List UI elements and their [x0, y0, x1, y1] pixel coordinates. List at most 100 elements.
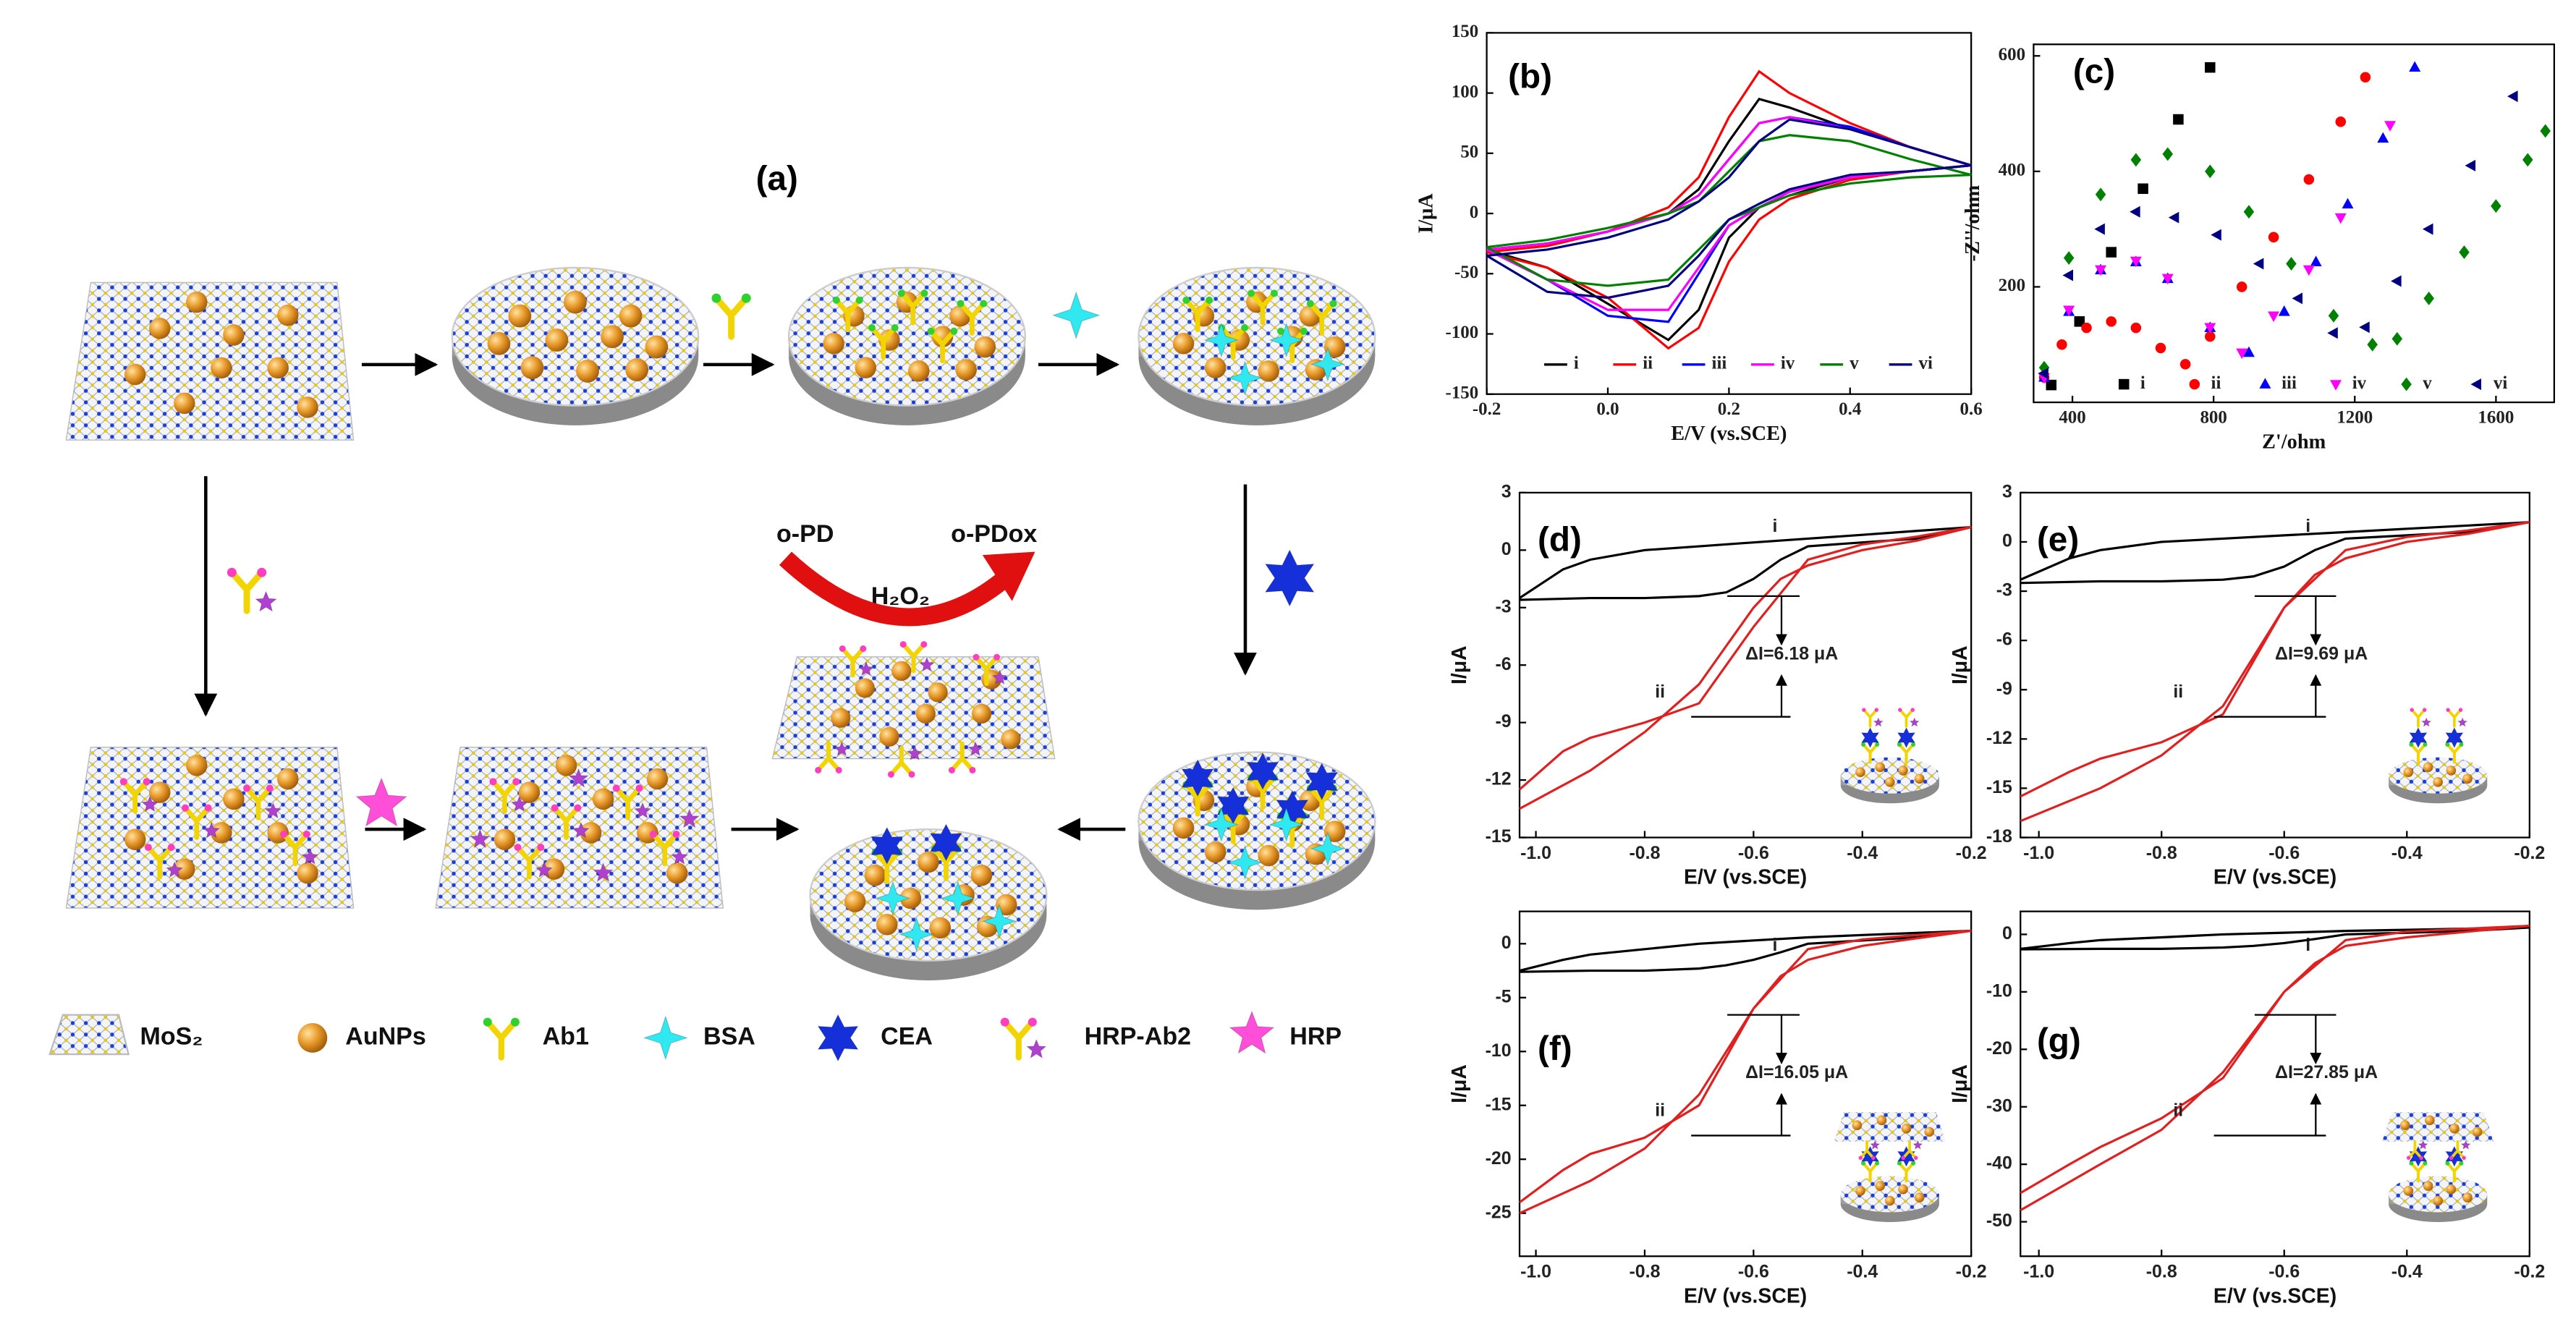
series-label: i	[2305, 935, 2310, 955]
point	[2278, 305, 2290, 316]
point	[2056, 339, 2067, 350]
point	[2507, 90, 2518, 103]
x-tick-label: -0.2	[2514, 843, 2545, 863]
x-tick-label: -0.8	[2146, 1262, 2177, 1282]
star	[1268, 322, 1305, 358]
point	[2391, 275, 2402, 287]
point	[2367, 337, 2378, 352]
y-tick-label: -40	[1986, 1153, 2012, 1174]
gold-nanoparticle	[1852, 1120, 1863, 1130]
y-tick-label: -9	[1996, 679, 2012, 699]
antibody-tip	[551, 804, 559, 812]
antibody-tip	[1300, 327, 1308, 335]
electrode-top	[787, 266, 1026, 407]
y-tick-label: 600	[1999, 45, 2025, 64]
gold-nanoparticle	[1924, 1127, 1935, 1137]
antibody-tip	[1182, 296, 1190, 304]
antibody-tip	[2409, 1161, 2414, 1166]
star	[568, 768, 590, 788]
legend: MoS₂ AuNPs Ab1 BSA CEA HRP-Ab2 HRP	[48, 1010, 1342, 1062]
star	[1229, 1010, 1275, 1054]
star	[929, 823, 963, 862]
gold-nanoparticle	[518, 781, 541, 803]
x-tick-label: 0.0	[1596, 399, 1619, 419]
antibody	[612, 784, 643, 820]
inset	[1834, 1111, 1946, 1223]
legend-label: iii	[1712, 354, 1727, 373]
mos2-sheet	[435, 746, 724, 909]
x-tick-label: 0.4	[1839, 399, 1862, 419]
antibody-tip	[612, 784, 620, 792]
legend-label: HRP-Ab2	[1085, 1022, 1191, 1050]
y-tick-label: -50	[1454, 263, 1478, 282]
x-tick-label: -0.8	[2146, 843, 2177, 863]
x-tick-label: -0.8	[1629, 843, 1660, 863]
point	[2168, 211, 2179, 224]
point	[2130, 205, 2140, 218]
star	[857, 661, 875, 677]
legend-label: BSA	[703, 1022, 755, 1050]
gold-nanoparticle	[1204, 357, 1226, 378]
antibody-tip	[1306, 300, 1314, 308]
gold-nanoparticle	[970, 864, 993, 886]
panel-label: (g)	[2037, 1022, 2081, 1060]
star	[643, 1015, 689, 1061]
gold-nanoparticle	[637, 822, 658, 844]
gold-nanoparticle	[2433, 776, 2443, 787]
antibody-tip	[711, 293, 721, 303]
series-line	[1486, 118, 1972, 300]
legend-label: AuNPs	[345, 1022, 426, 1050]
x-tick-label: -0.4	[2391, 843, 2423, 863]
y-tick-label: 0	[2002, 923, 2012, 943]
antibody-tip	[1241, 324, 1249, 332]
point	[2081, 322, 2092, 334]
point	[2342, 198, 2354, 209]
gold-nanoparticle	[1258, 844, 1279, 867]
legend-label: iv	[1781, 354, 1795, 373]
gold-nanoparticle	[1914, 773, 1925, 784]
chart: -1.0 -0.8 -0.6 -0.4 -0.2 -50 -40 -30 -20 -10 0 E/V …	[1949, 910, 2545, 1307]
antibody-tip	[1898, 708, 1902, 712]
star	[1051, 291, 1101, 340]
y-axis-label: I/μA	[1949, 645, 1972, 684]
y-tick-label: -150	[1446, 383, 1479, 402]
legend-label: v	[1850, 354, 1859, 373]
gold-nanoparticle	[891, 661, 912, 681]
y-tick-label: 150	[1452, 22, 1478, 41]
star	[633, 802, 652, 819]
gold-nanoparticle	[277, 768, 299, 790]
star	[2457, 717, 2468, 727]
antibody-tip	[1277, 327, 1285, 335]
annotation: ΔI=9.69 μA	[2275, 643, 2368, 663]
point	[2243, 205, 2255, 219]
chart: -0.2 0.0 0.2 0.4 0.6 -150 -100 -50 0 50 100 150 E/V …	[1415, 22, 1982, 445]
gold-nanoparticle	[124, 363, 146, 386]
gold-nanoparticle	[1323, 336, 1346, 358]
y-tick-label: 3	[2002, 481, 2012, 501]
antibody	[1897, 742, 1916, 764]
x-tick-label: -1.0	[1520, 843, 1551, 863]
antibody-tip	[1910, 708, 1915, 712]
star	[1860, 726, 1880, 749]
reaction-arrow-head	[982, 551, 1035, 601]
gold-nanoparticle	[267, 822, 289, 844]
plot-frame	[1486, 32, 1973, 395]
gold-nanoparticle	[149, 781, 171, 803]
antibody-tip	[2423, 742, 2428, 747]
antibody	[887, 745, 915, 778]
y-tick-label: -12	[1986, 728, 2012, 748]
gold-nanoparticle	[277, 305, 299, 326]
electrode	[809, 823, 1048, 980]
gold-nanoparticle	[592, 788, 614, 810]
antibody-tip	[266, 784, 274, 792]
star	[1897, 726, 1916, 749]
y-tick-label: -15	[1486, 826, 1512, 847]
antibody-tip	[1901, 1155, 1906, 1161]
point	[2095, 187, 2106, 202]
antibody-tip	[897, 289, 905, 297]
antibody-tip	[302, 830, 310, 838]
y-tick-label: -100	[1446, 323, 1479, 342]
y-tick-label: -18	[1986, 826, 2012, 847]
antibody-tip	[839, 645, 846, 652]
inset-top	[1840, 1176, 1939, 1213]
